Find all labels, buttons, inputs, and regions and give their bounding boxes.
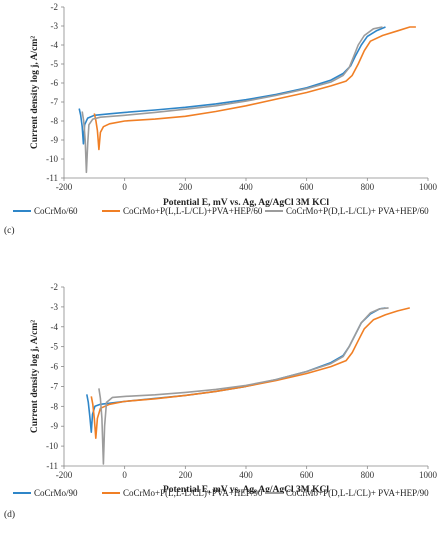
x-tick-label: 800: [361, 182, 375, 192]
panel-label: (c): [4, 225, 15, 236]
x-tick-label: 1000: [419, 182, 438, 192]
x-tick-label: -200: [56, 182, 73, 192]
legend-label-3: CoCrMo+P(D,L-L/CL)+ PVA+HEP/60: [286, 206, 429, 216]
x-tick-label: 600: [300, 470, 314, 480]
y-tick-label: -2: [51, 2, 59, 12]
x-tick-label: 600: [300, 182, 314, 192]
legend-label-2: CoCrMo+P(L,L-L/CL)+PVA+HEP/90: [123, 488, 263, 498]
x-tick-label: 0: [122, 182, 127, 192]
y-tick-label: -11: [46, 461, 58, 471]
series-line-3: [98, 307, 389, 465]
x-tick-label: 800: [361, 470, 375, 480]
y-tick-label: -9: [51, 421, 59, 431]
y-tick-label: -2: [51, 282, 59, 292]
y-tick-label: -5: [51, 342, 59, 352]
x-axis-title: Potential E, mV vs. Ag, Ag/AgCl 3M KCl: [163, 485, 329, 495]
series-line-1: [78, 26, 386, 145]
y-tick-label: -10: [46, 154, 58, 164]
y-tick-label: -8: [51, 116, 59, 126]
legend-label-1: CoCrMo/60: [34, 206, 78, 216]
x-tick-label: 1000: [419, 470, 438, 480]
y-tick-label: -8: [51, 401, 59, 411]
panel-label: (d): [4, 509, 15, 520]
legend-label-2: CoCrMo+P(L,L-L/CL)+PVA+HEP/60: [123, 206, 263, 216]
series-line-3: [81, 26, 383, 174]
y-tick-label: -9: [51, 135, 59, 145]
y-axis-title: Current density log j, A/cm²: [30, 320, 40, 433]
y-tick-label: -4: [51, 40, 59, 50]
y-tick-label: -7: [51, 97, 59, 107]
y-tick-label: -3: [51, 302, 59, 312]
x-tick-label: 200: [179, 470, 193, 480]
series-line-1: [86, 307, 386, 433]
y-tick-label: -6: [51, 78, 59, 88]
y-tick-label: -4: [51, 322, 59, 332]
x-tick-label: 400: [239, 470, 253, 480]
series-line-2: [93, 26, 416, 151]
y-axis-title: Current density log j, A/cm²: [30, 36, 40, 149]
legend-label-3: CoCrMo+P(D,L-L/CL)+ PVA+HEP/90: [286, 488, 429, 498]
series-line-2: [90, 307, 410, 439]
legend-label-1: CoCrMo/90: [34, 488, 78, 498]
x-axis-title: Potential E, mV vs. Ag, Ag/AgCl 3M KCl: [163, 198, 329, 208]
x-tick-label: 400: [239, 182, 253, 192]
x-tick-label: 200: [179, 182, 193, 192]
y-tick-label: -11: [46, 173, 58, 183]
y-tick-label: -6: [51, 362, 59, 372]
y-tick-label: -10: [46, 441, 58, 451]
y-tick-label: -7: [51, 381, 59, 391]
y-tick-label: -5: [51, 59, 59, 69]
y-tick-label: -3: [51, 21, 59, 31]
x-tick-label: -200: [56, 470, 73, 480]
x-tick-label: 0: [122, 470, 127, 480]
